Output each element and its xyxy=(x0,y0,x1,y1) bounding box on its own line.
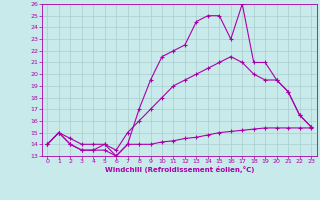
X-axis label: Windchill (Refroidissement éolien,°C): Windchill (Refroidissement éolien,°C) xyxy=(105,166,254,173)
